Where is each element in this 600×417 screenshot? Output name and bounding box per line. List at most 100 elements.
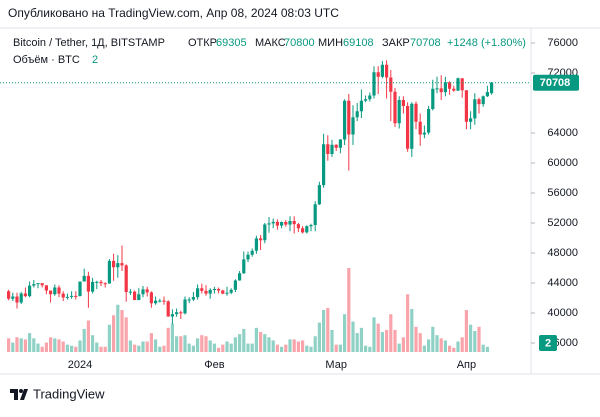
volume-bar [11, 343, 14, 352]
volume-bar [99, 347, 102, 352]
candle-body [293, 221, 296, 224]
candle-body [15, 297, 18, 303]
volume-bar [70, 346, 73, 352]
y-tick-label: 48000 [547, 247, 578, 259]
candle-body [482, 96, 485, 104]
volume-bar [137, 346, 140, 352]
candle-body [74, 296, 77, 297]
candle-body [427, 109, 430, 133]
legend-value: 70708 [410, 37, 441, 49]
volume-bar [410, 309, 413, 352]
candle-body [150, 292, 153, 303]
volume-bar [32, 338, 35, 352]
candle-body [70, 296, 73, 297]
candle-body [351, 117, 354, 134]
volume-bar [150, 333, 153, 352]
candle-body [301, 228, 304, 232]
volume-bar [125, 317, 128, 352]
candle-body [440, 88, 443, 92]
volume-legend-value: 2 [92, 54, 98, 66]
candle-body [242, 259, 245, 273]
volume-bar [28, 333, 31, 352]
legend-value: 69305 [216, 37, 247, 49]
y-tick-label: 60000 [547, 157, 578, 169]
volume-bar [179, 336, 182, 352]
candle-body [91, 282, 94, 292]
symbol-title: Bitcoin / Tether, 1Д, BITSTAMP [13, 37, 165, 49]
candle-body [200, 288, 203, 291]
volume-bar [24, 339, 27, 352]
candle-body [234, 280, 237, 289]
candle-body [24, 294, 27, 297]
candle-body [32, 284, 35, 286]
volume-bar [444, 340, 447, 352]
candle-body [167, 301, 170, 316]
volume-bar [112, 315, 115, 352]
volume-bar [398, 344, 401, 352]
volume-bar [66, 345, 69, 352]
volume-bar [482, 345, 485, 352]
legend-key: МАКС [255, 37, 286, 49]
candle-body [49, 291, 52, 295]
candle-body [360, 101, 363, 112]
volume-bar [129, 340, 132, 352]
candle-body [280, 222, 283, 226]
candle-body [225, 293, 228, 294]
candle-body [486, 92, 489, 96]
candle-body [477, 99, 480, 104]
candle-body [326, 144, 329, 154]
candle-body [146, 289, 149, 292]
candle-body [11, 297, 14, 299]
x-tick-label: Фев [204, 359, 224, 371]
candle-body [162, 301, 165, 302]
candle-body [356, 111, 359, 117]
candle-body [120, 263, 123, 265]
volume-bar [62, 342, 65, 353]
volume-bar [284, 345, 287, 352]
candle-body [456, 78, 459, 90]
volume-bar [427, 339, 430, 352]
candle-body [318, 185, 321, 204]
candle-body [288, 221, 291, 225]
volume-bar [78, 340, 81, 352]
volume-bar [469, 325, 472, 352]
volume-bar [7, 338, 10, 352]
candle-body [192, 297, 195, 299]
volume-bar [272, 340, 275, 352]
volume-bar [217, 348, 220, 352]
volume-bar [53, 338, 56, 352]
y-tick-label: 64000 [547, 127, 578, 139]
volume-bar [305, 346, 308, 352]
candle-body [7, 291, 10, 299]
volume-bar [57, 339, 60, 352]
volume-bar [318, 323, 321, 352]
candle-body [465, 90, 468, 122]
candle-body [473, 99, 476, 118]
candle-body [419, 122, 422, 135]
candle-body [461, 78, 464, 90]
volume-bar [251, 344, 254, 352]
volume-bar [263, 334, 266, 352]
volume-bar [301, 340, 304, 352]
candle-body [330, 145, 333, 154]
candle-body [423, 133, 426, 135]
volume-bar [431, 327, 434, 352]
candle-body [385, 65, 388, 78]
volume-bar [49, 337, 52, 352]
candle-body [221, 291, 224, 294]
candle-body [45, 285, 48, 290]
volume-bar [158, 347, 161, 352]
volume-bar [267, 337, 270, 352]
candle-body [171, 314, 174, 316]
volume-bar [154, 339, 157, 352]
volume-bar [146, 342, 149, 353]
volume-bar [465, 310, 468, 352]
y-tick-label: 44000 [547, 277, 578, 289]
volume-bar [116, 305, 119, 352]
candle-body [116, 263, 119, 267]
y-tick-label: 76000 [547, 37, 578, 49]
legend-value: 69108 [343, 37, 374, 49]
candle-body [251, 251, 254, 255]
volume-bar [276, 345, 279, 352]
candle-body [276, 222, 279, 226]
